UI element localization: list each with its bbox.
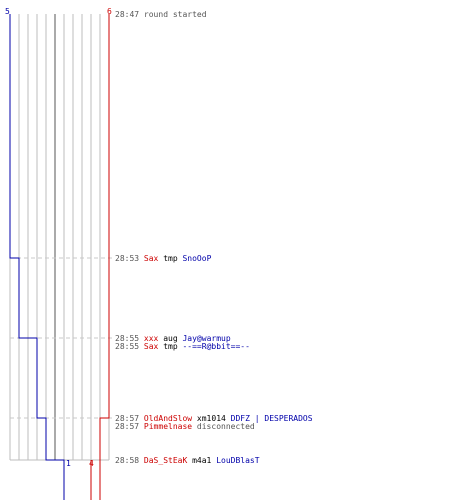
blue-player-name: DDFZ | DESPERADOS: [230, 414, 313, 423]
red-team-line: [99, 14, 110, 500]
event-detail: xm1014: [196, 414, 226, 423]
event-line: 28:55 Sax tmp --==R@bbit==--: [115, 342, 250, 352]
red-player-name: DaS_StEaK: [143, 456, 188, 465]
blue-player-name: SnoOoP: [182, 254, 212, 263]
event-detail: round started: [143, 10, 207, 19]
event-line: 28:57 Pimmelnase disconnected: [115, 422, 255, 432]
event-detail: aug: [163, 334, 178, 343]
team-lines: [9, 14, 110, 500]
red-player-name: Pimmelnase: [143, 422, 193, 431]
red-player-name: OldAndSlow: [143, 414, 193, 423]
event-time: 28:57: [115, 414, 140, 423]
event-time: 28:58: [115, 456, 140, 465]
event-detail: tmp: [163, 342, 178, 351]
event-line: 28:57 OldAndSlow xm1014 DDFZ | DESPERADO…: [115, 414, 313, 424]
red-player-name: xxx: [143, 334, 159, 343]
event-line: 28:53 Sax tmp SnoOoP: [115, 254, 211, 264]
event-detail: m4a1: [192, 456, 212, 465]
event-time: 28:47: [115, 10, 140, 19]
red-player-name: Sax: [143, 254, 159, 263]
blue-player-name: LouDBlasT: [216, 456, 260, 465]
event-line: 28:47 round started: [115, 10, 207, 20]
red-team-end-count: 4: [89, 459, 94, 468]
blue-player-name: --==R@bbit==--: [182, 342, 250, 351]
player-grid: [9, 14, 110, 461]
event-detail: tmp: [163, 254, 178, 263]
blue-team-start-count: 5: [5, 7, 10, 16]
event-time: 28:55: [115, 342, 140, 351]
event-line: 28:55 xxx aug Jay@warmup: [115, 334, 231, 344]
event-time: 28:57: [115, 422, 140, 431]
blue-player-name: Jay@warmup: [182, 334, 231, 343]
event-time: 28:55: [115, 334, 140, 343]
event-line: 28:58 DaS_StEaK m4a1 LouDBlasT: [115, 456, 260, 466]
red-team-start-count: 6: [107, 7, 112, 16]
event-time: 28:53: [115, 254, 140, 263]
blue-team-line: [9, 14, 65, 500]
blue-team-end-count: 1: [66, 459, 71, 468]
event-detail: disconnected: [196, 422, 255, 431]
red-player-name: Sax: [143, 342, 159, 351]
